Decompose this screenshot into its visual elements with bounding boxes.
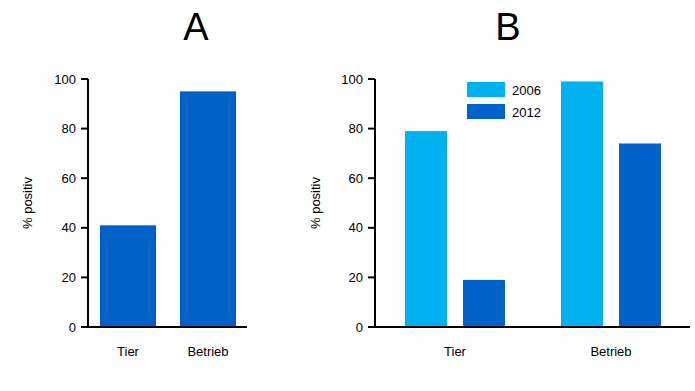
figure: A % positiv Tier Betrieb 0 20 40 60 80 100 B % posi… [0, 0, 695, 391]
x-tick-label: Betrieb [590, 344, 631, 359]
chart: B % positiv Tier Betrieb 0 20 40 60 80 100 2006 201… [308, 6, 690, 359]
bar [619, 143, 661, 327]
bar [100, 225, 156, 327]
y-tick-label: 80 [62, 121, 76, 136]
legend: 2006 2012 [467, 82, 541, 120]
y-tick-label: 80 [349, 121, 363, 136]
y-tick-label: 0 [69, 320, 76, 335]
title: B [495, 6, 520, 48]
y-tick-label: 100 [54, 72, 76, 87]
bar [180, 91, 236, 327]
bar [405, 131, 447, 327]
y-tick [81, 128, 88, 130]
y-tick-label: 60 [62, 171, 76, 186]
y-tick [368, 326, 375, 328]
y-tick-label: 60 [349, 171, 363, 186]
x-axis [87, 326, 247, 328]
plot-area [405, 81, 661, 327]
legend-swatch [467, 104, 505, 119]
y-tick [368, 177, 375, 179]
bar [463, 280, 505, 327]
y-tick [81, 227, 88, 229]
title: A [183, 6, 209, 48]
y-tick-label: 20 [62, 270, 76, 285]
y-tick [81, 326, 88, 328]
legend-label: 2006 [512, 83, 541, 98]
y-tick [81, 276, 88, 278]
y-tick-label: 20 [349, 270, 363, 285]
y-tick [368, 128, 375, 130]
y-tick [81, 177, 88, 179]
legend-label: 2012 [512, 105, 541, 120]
y-axis [374, 79, 376, 327]
x-axis [374, 326, 690, 328]
y-axis [87, 79, 89, 327]
bar [561, 81, 603, 327]
y-axis-label: % positiv [20, 176, 35, 229]
x-tick-label: Betrieb [187, 344, 228, 359]
x-tick-label: Tier [117, 344, 140, 359]
y-tick-label: 40 [349, 220, 363, 235]
y-tick [368, 78, 375, 80]
chart: A % positiv Tier Betrieb 0 20 40 60 80 100 [20, 6, 247, 359]
y-tick-label: 0 [356, 320, 363, 335]
y-axis-label: % positiv [308, 176, 323, 229]
y-tick-label: 40 [62, 220, 76, 235]
y-tick [368, 276, 375, 278]
y-tick [368, 227, 375, 229]
y-tick [81, 78, 88, 80]
plot-area [100, 91, 236, 327]
y-tick-label: 100 [341, 72, 363, 87]
legend-swatch [467, 82, 505, 97]
x-tick-label: Tier [444, 344, 467, 359]
